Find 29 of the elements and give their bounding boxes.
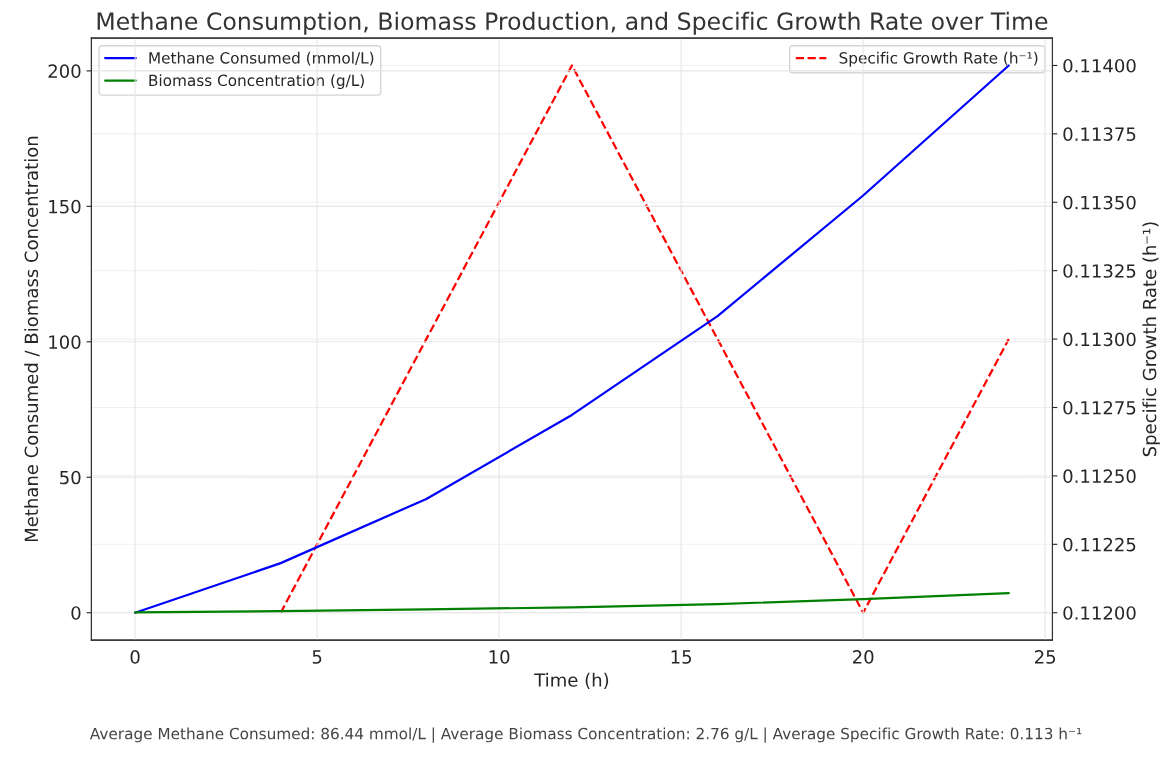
x-tick-label: 5 bbox=[312, 650, 322, 664]
y2-tick-label: 0.11275 bbox=[1063, 400, 1136, 415]
x-tick-label: 10 bbox=[489, 650, 510, 664]
y2-tick-label: 0.11250 bbox=[1063, 469, 1136, 484]
y-tick-label: 50 bbox=[60, 470, 81, 485]
y-tick-label: 150 bbox=[49, 199, 81, 214]
y-tick-label: 100 bbox=[49, 335, 81, 349]
y2-tick-label: 0.11225 bbox=[1063, 537, 1136, 552]
y2-tick-label: 0.11300 bbox=[1063, 332, 1136, 347]
chart-title: Methane Consumption, Biomass Production, and Specific Growth Rate over Time bbox=[97, 11, 1048, 35]
x-tick-label: 15 bbox=[671, 650, 692, 664]
legend-label: Methane Consumed (mmol/L) bbox=[149, 51, 374, 66]
x-axis-title: Time (h) bbox=[534, 672, 609, 689]
y2-tick-label: 0.11325 bbox=[1063, 264, 1136, 278]
line-series bbox=[133, 592, 1010, 614]
legend-label: Biomass Concentration (g/L) bbox=[149, 74, 364, 90]
y-axis-title: Methane Consumed / Biomass Concentration bbox=[24, 136, 40, 542]
x-tick-label: 20 bbox=[853, 650, 874, 664]
y2-axis-title: Specific Growth Rate (h⁻¹) bbox=[1142, 222, 1160, 457]
y2-tick-label: 0.11400 bbox=[1063, 58, 1136, 73]
x-tick-label: 25 bbox=[1035, 650, 1056, 664]
y-tick-label: 200 bbox=[48, 64, 81, 78]
y2-tick-label: 0.11375 bbox=[1063, 127, 1136, 141]
y2-tick-label: 0.11350 bbox=[1063, 195, 1136, 210]
x-tick-label: 0 bbox=[130, 650, 140, 664]
text: Average Methane Consumed: 86.44 mmol/L | Average Biomass Concentration: 2.76 g/L | Average Specific Growth Rate: 0.113 h⁻¹ bbox=[89, 727, 1082, 743]
legend-label: Specific Growth Rate (h⁻¹) bbox=[839, 51, 1038, 67]
y-tick-label: 0 bbox=[71, 606, 81, 620]
y2-tick-label: 0.11200 bbox=[1063, 606, 1136, 620]
